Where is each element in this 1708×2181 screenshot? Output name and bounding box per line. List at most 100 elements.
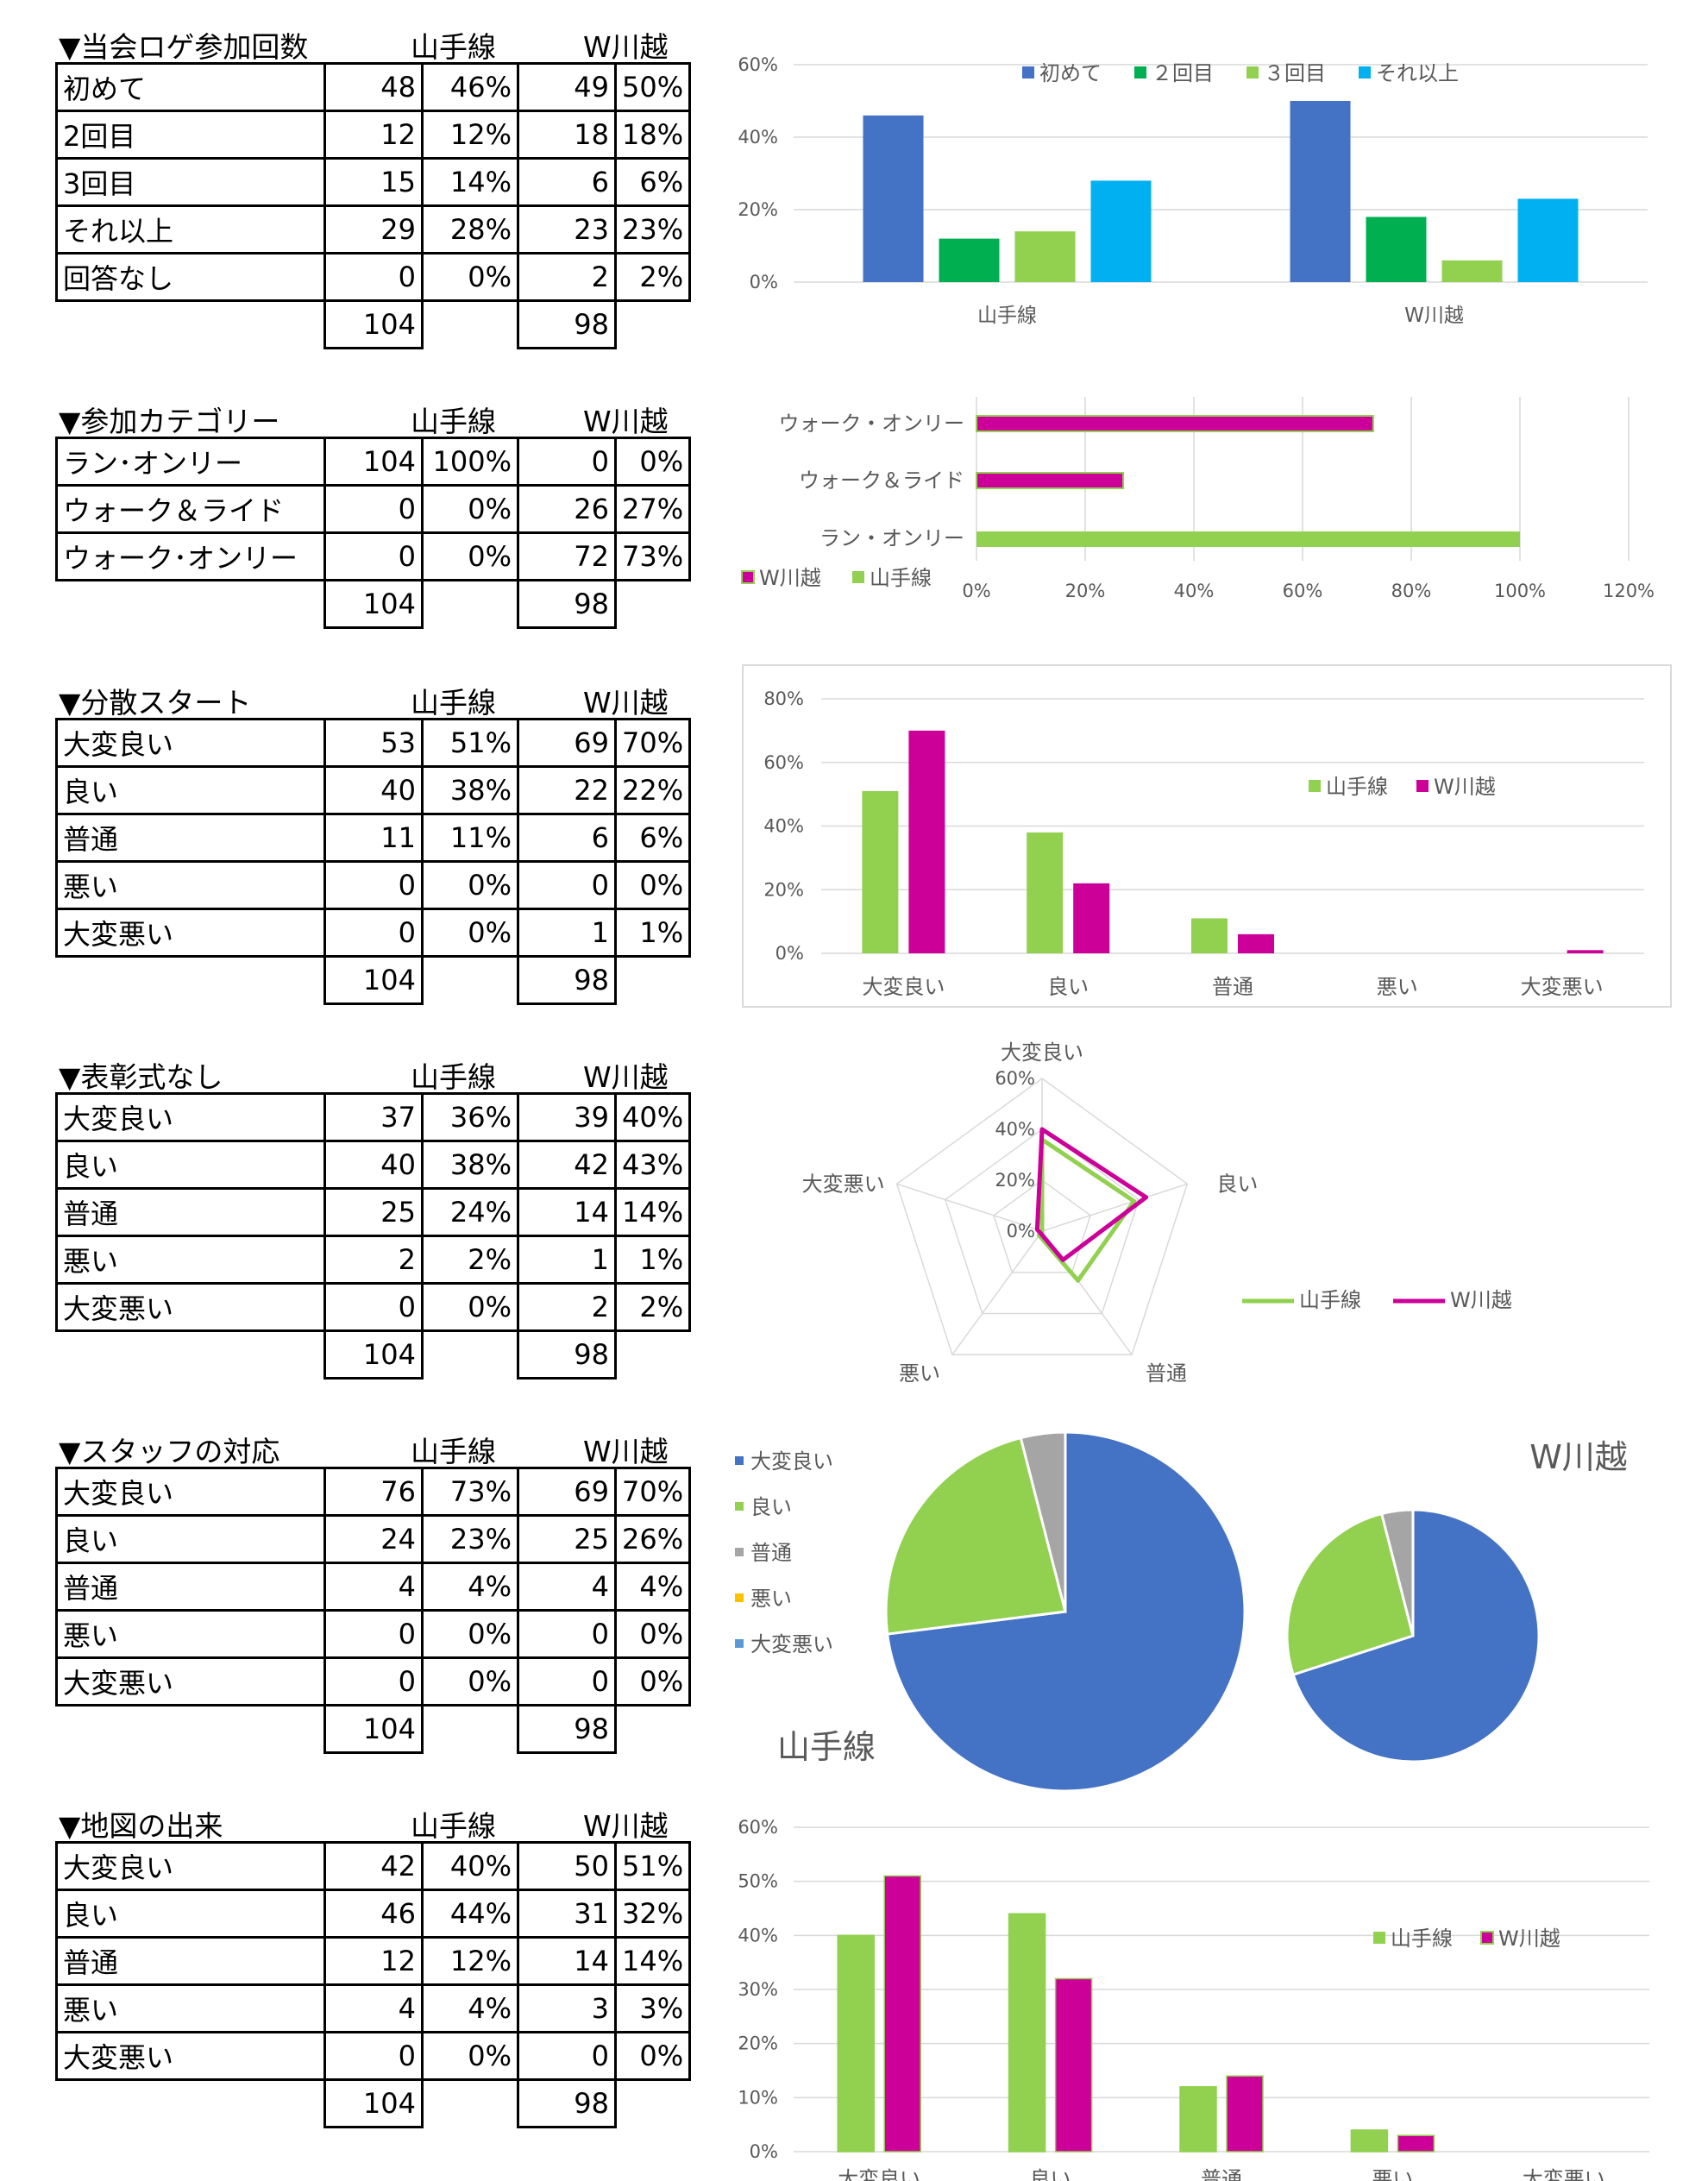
percent-wkawagoe: 6%	[613, 157, 692, 207]
pie-title-yamanote: 山手線	[777, 1728, 876, 1766]
map-quality-chart: 0% 10% 20% 30% 40% 50% 60% 大変良い 良い 普通 悪い 大変悪い 山手線 W川越	[738, 1817, 1649, 2181]
y-tick-label: 60%	[738, 54, 778, 75]
percent-yamanote: 12%	[421, 110, 519, 160]
bar	[837, 1934, 875, 2153]
radar-spoke	[896, 1183, 1043, 1232]
column-header-wkawagoe: W川越	[583, 1435, 669, 1468]
pie-slice	[1019, 1430, 1067, 1612]
legend-swatch	[735, 1548, 744, 1556]
bar	[1238, 933, 1274, 953]
legend-label: W川越	[1450, 1288, 1512, 1312]
y-tick-label: 20%	[738, 199, 778, 220]
bar	[1073, 883, 1110, 953]
legend-label: ２回目	[1152, 61, 1214, 85]
axis-label: 大変悪い	[802, 1172, 885, 1196]
percent-wkawagoe: 70%	[613, 718, 692, 768]
radar-grid	[944, 1128, 1140, 1315]
bar	[1226, 2075, 1264, 2153]
count-wkawagoe: 42	[517, 1140, 617, 1190]
table-row: 普通 12 12% 14 14%	[55, 1936, 692, 1986]
section-header: ▼分散スタート 山手線 W川越	[57, 675, 678, 720]
table-row: 大変悪い 0 0% 0 0%	[55, 2031, 692, 2081]
row-label: 大変悪い	[55, 1282, 326, 1332]
row-label: 大変良い	[55, 718, 326, 768]
column-header-wkawagoe: W川越	[583, 1060, 669, 1094]
column-header-wkawagoe: W川越	[583, 686, 669, 720]
table-row: ウォーク＆ライド 0 0% 26 27%	[55, 484, 692, 534]
bar	[1191, 918, 1228, 953]
row-label: 悪い	[55, 1983, 326, 2033]
legend-swatch	[1359, 66, 1371, 79]
legend-label: W川越	[759, 566, 821, 590]
table-row: 普通 25 24% 14 14%	[55, 1187, 692, 1237]
column-header-wkawagoe: W川越	[583, 30, 669, 64]
percent-wkawagoe: 0%	[613, 860, 692, 910]
percent-yamanote: 40%	[421, 1841, 519, 1891]
table-row: 大変良い 37 36% 39 40%	[55, 1092, 692, 1142]
x-tick-label: 80%	[1391, 581, 1432, 601]
pie-slice	[1291, 1508, 1541, 1763]
percent-yamanote: 12%	[421, 1936, 519, 1986]
count-yamanote: 0	[323, 908, 424, 958]
total-yamanote: 104	[323, 1705, 424, 1754]
table-row: それ以上 29 28% 23 23%	[55, 204, 692, 255]
table-row: 普通 4 4% 4 4%	[55, 1562, 692, 1612]
percent-wkawagoe: 0%	[613, 1609, 692, 1659]
count-wkawagoe: 2	[517, 252, 617, 302]
x-tick-label: 大変悪い	[1523, 2167, 1605, 2181]
count-wkawagoe: 6	[517, 813, 617, 863]
data-table: 大変良い 76 73% 69 70% 良い 24 23% 25 26% 普通 4 4% 4 4% 悪い 0 0% 0…	[55, 1467, 692, 1754]
percent-yamanote: 38%	[421, 765, 519, 815]
row-label: 大変悪い	[55, 1656, 326, 1706]
count-yamanote: 0	[323, 252, 424, 302]
percent-wkawagoe: 51%	[613, 1841, 692, 1891]
count-yamanote: 4	[323, 1562, 424, 1612]
percent-wkawagoe: 43%	[613, 1140, 692, 1190]
table-row: 初めて 48 46% 49 50%	[55, 62, 692, 112]
count-yamanote: 40	[323, 1140, 424, 1190]
count-wkawagoe: 31	[517, 1889, 617, 1939]
count-wkawagoe: 1	[517, 1235, 617, 1285]
radar-spoke	[951, 1230, 1043, 1355]
y-tick-label: 0%	[750, 272, 778, 292]
percent-yamanote: 11%	[421, 813, 519, 863]
legend-label: 大変悪い	[750, 1632, 833, 1656]
category-chart: 0% 20% 40% 60% 80% 100% 120% ウォーク・オンリーウォーク＆ライドラ…	[741, 397, 1655, 601]
legend-label: 大変良い	[750, 1449, 833, 1474]
percent-wkawagoe: 14%	[613, 1936, 692, 1986]
section-title: ▼当会ロゲ参加回数	[59, 30, 309, 64]
dispersed-start-chart: 0% 20% 40% 60% 80% 大変良い 良い 普通 悪い 大変悪い 山手線 W川越	[742, 664, 1672, 1008]
row-label: 良い	[55, 1889, 326, 1939]
count-yamanote: 0	[323, 1609, 424, 1659]
percent-yamanote: 38%	[421, 1140, 519, 1190]
bar	[1179, 2086, 1217, 2153]
bar	[862, 790, 899, 953]
axis-label: 良い	[1216, 1172, 1258, 1196]
percent-wkawagoe: 73%	[613, 531, 692, 581]
y-tick-label: 0%	[750, 2141, 778, 2162]
percent-wkawagoe: 3%	[613, 1983, 692, 2033]
x-tick-label: 大変悪い	[1521, 975, 1604, 999]
percent-wkawagoe: 27%	[613, 484, 692, 534]
count-wkawagoe: 3	[517, 1983, 617, 2033]
bar	[939, 238, 1000, 282]
data-table: 初めて 48 46% 49 50% 2回目 12 12% 18 18% 3回目 15 14% 6 6% それ以…	[55, 62, 692, 349]
y-tick-label: 50%	[738, 1871, 778, 1892]
y-tick-label: 30%	[738, 1979, 778, 2000]
table-row: ラン･オンリー 104 100% 0 0%	[55, 437, 692, 487]
count-wkawagoe: 4	[517, 1562, 617, 1612]
percent-yamanote: 36%	[421, 1092, 519, 1142]
legend-swatch	[735, 1639, 744, 1648]
legend-swatch	[1134, 66, 1146, 79]
percent-yamanote: 73%	[421, 1467, 519, 1517]
count-wkawagoe: 39	[517, 1092, 617, 1142]
table-row: 良い 46 44% 31 32%	[55, 1889, 692, 1939]
bar	[1027, 832, 1064, 953]
legend-swatch	[1309, 780, 1321, 792]
table-row: 良い 24 23% 25 26%	[55, 1514, 692, 1564]
bar	[1366, 217, 1427, 282]
count-yamanote: 29	[323, 204, 424, 255]
table-row: 大変悪い 0 0% 2 2%	[55, 1282, 692, 1332]
bar	[863, 115, 924, 282]
count-wkawagoe: 72	[517, 531, 617, 581]
